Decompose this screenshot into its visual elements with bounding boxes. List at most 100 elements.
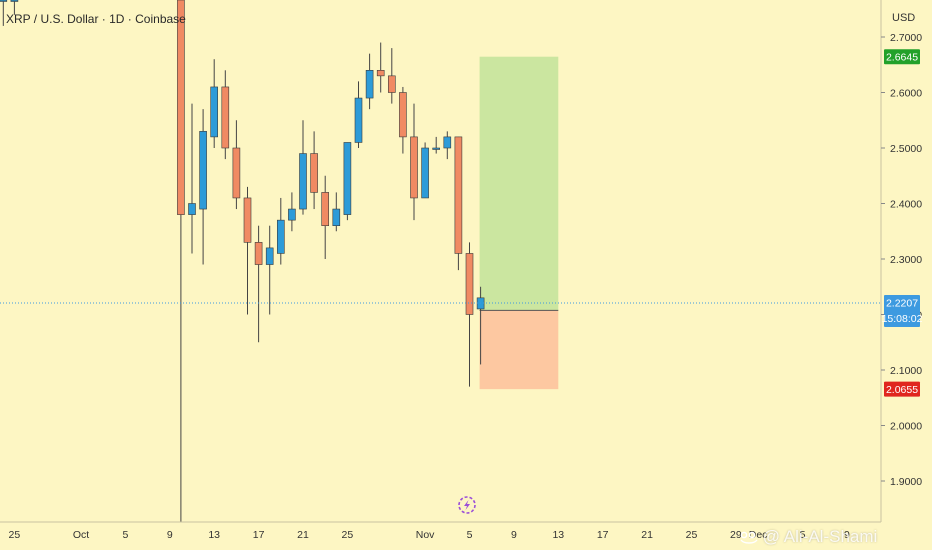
candle-down (177, 0, 185, 522)
candle-body (454, 136, 463, 254)
price-tick-label: 2.3000 (890, 254, 922, 266)
candle-body (465, 253, 474, 315)
time-tick-label: 25 (9, 529, 21, 541)
profit-zone[interactable] (479, 56, 559, 311)
candle-down (243, 186, 252, 315)
time-tick-label: 9 (844, 529, 850, 541)
time-tick-label: 13 (552, 529, 564, 541)
time-tick-label: 5 (800, 529, 806, 541)
candle-up (188, 103, 196, 254)
price-tick-label: 2.6000 (890, 88, 922, 100)
candle-up (288, 192, 296, 232)
candle-body (299, 153, 307, 210)
candle-down (254, 225, 263, 343)
candle-down (410, 103, 418, 221)
price-tick-label: 2.4000 (890, 199, 922, 211)
time-tick-label: Oct (73, 529, 89, 541)
candle-up (421, 142, 429, 199)
time-tick-label: 29 (730, 529, 742, 541)
candle-body (276, 219, 285, 254)
candle-body (321, 192, 330, 226)
price-tick-label: 1.9000 (890, 476, 922, 488)
candle-body (365, 70, 374, 99)
candle-body (410, 136, 418, 199)
candle-body (232, 147, 241, 199)
chart-title: XRP / U.S. Dollar · 1D · Coinbase (6, 12, 186, 26)
candle-body (354, 97, 363, 143)
candles (0, 0, 485, 522)
time-tick-label: Nov (416, 529, 435, 541)
candle-body (332, 208, 341, 227)
price-tick-label: 2.1000 (890, 365, 922, 377)
price-tick-label: 2.5000 (890, 143, 922, 155)
price-tick-label: 2.7000 (890, 32, 922, 44)
tradingview-logo-icon (740, 531, 758, 544)
candle-up (10, 0, 19, 15)
countdown-text: 15:08:02 (882, 313, 923, 325)
event-marker-icon[interactable] (458, 496, 476, 514)
candle-body (0, 0, 8, 2)
time-tick-label: 9 (511, 529, 517, 541)
candle-up (276, 197, 285, 265)
candle-body (10, 0, 19, 2)
candle-body (288, 208, 296, 221)
current-price-label: 2.2207 15:08:02 (882, 295, 923, 328)
candle-body (310, 153, 318, 193)
stop-price-label-background (884, 381, 920, 397)
current-price-label-text: 2.2207 (886, 298, 918, 310)
time-tick-label: 9 (167, 529, 173, 541)
time-tick-label: 25 (686, 529, 698, 541)
candle-up (365, 53, 374, 110)
candle-body (188, 203, 196, 215)
candle-body (443, 136, 452, 149)
candle-body (254, 242, 263, 265)
time-axis[interactable]: 25 Oct 5 9 13 17 21 25 Nov 5 9 13 17 21 25 29 Dec 5 9 (9, 529, 850, 541)
candle-body (221, 86, 230, 149)
candle-up (0, 0, 8, 26)
candle-down (454, 136, 463, 271)
price-tick-label: 2.0000 (890, 421, 922, 433)
candle-body (399, 92, 407, 138)
stop-price-label-text: 2.0655 (886, 384, 918, 396)
time-tick-label: 21 (297, 529, 309, 541)
candle-up (210, 59, 218, 148)
candle-body (387, 75, 396, 93)
candle-up (332, 192, 341, 232)
candle-up (443, 131, 452, 160)
watermark-text: @ Ali-Al-Shami (762, 527, 878, 546)
candle-body (243, 197, 252, 243)
loss-zone[interactable] (479, 310, 559, 390)
candle-down (387, 48, 396, 104)
currency-label[interactable]: USD (892, 12, 915, 24)
candle-body (265, 247, 274, 265)
candle-down (310, 131, 318, 210)
time-tick-label: 5 (122, 529, 128, 541)
candle-body (421, 147, 429, 199)
time-tick-label: 25 (342, 529, 354, 541)
candle-body (432, 147, 441, 150)
author-watermark: @ Ali-Al-Shami (740, 527, 877, 547)
time-tick-label: 21 (641, 529, 653, 541)
candle-up (432, 136, 441, 154)
target-price-label-background (884, 49, 920, 65)
target-price-label-text: 2.6645 (886, 52, 918, 64)
candle-body (210, 86, 218, 138)
stop-price-label: 2.0655 (884, 381, 920, 397)
candle-body (177, 0, 185, 215)
time-tick-label: 17 (597, 529, 609, 541)
candle-up (299, 120, 307, 215)
candle-body (199, 131, 207, 210)
candle-down (399, 86, 407, 154)
position-zones[interactable] (479, 56, 559, 390)
candle-body (376, 70, 385, 77)
candle-down (221, 70, 230, 160)
time-tick-label: 13 (208, 529, 220, 541)
candle-down (465, 242, 474, 387)
candle-up (199, 109, 207, 265)
candle-down (321, 175, 330, 259)
candle-up (343, 142, 352, 221)
candle-body (343, 142, 352, 215)
time-tick-label: 5 (467, 529, 473, 541)
